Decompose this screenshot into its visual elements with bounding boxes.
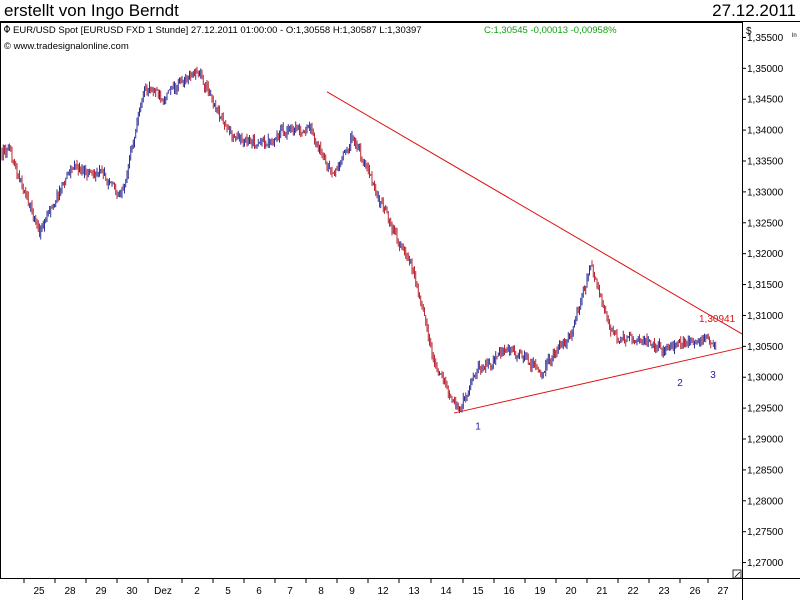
y-tick-label: 1,29500 [747, 404, 784, 415]
chart-author-title: erstellt von Ingo Berndt [4, 1, 179, 20]
chart-date: 27.12.2011 [712, 1, 796, 20]
time-axis: 25 28 29 30 Dez 2 5 6 7 8 9 12 13 14 15 16 19 20 21 22 23 26 2… [23, 578, 729, 597]
x-tick-label: 8 [318, 586, 324, 597]
title-bar: erstellt von Ingo Berndt 27.12.2011 [0, 0, 800, 22]
price-axis: 1,35500 1,35000 1,34500 1,34000 1,33500 1,330… [742, 33, 784, 569]
x-tick-label: 13 [408, 586, 420, 597]
upper-trendline[interactable] [326, 91, 743, 335]
y-tick-label: 1,30000 [747, 373, 784, 384]
wave-count-label: 3 [710, 370, 716, 381]
x-tick-label: 6 [256, 586, 262, 597]
y-tick-label: 1,29000 [747, 435, 784, 446]
x-tick-label: 5 [225, 586, 231, 597]
change-label: C:1,30545 -0,00013 -0,00958% [484, 25, 617, 36]
y-tick-label: 1,31500 [747, 280, 784, 291]
instrument-info: EUR/USD Spot [EURUSD FXD 1 Stunde] 27.12… [4, 25, 617, 52]
x-tick-label: 20 [565, 586, 577, 597]
x-tick-label: 22 [627, 586, 639, 597]
y-tick-label: 1,33500 [747, 157, 784, 168]
price-chart[interactable]: EUR/USD Spot [EURUSD FXD 1 Stunde] 27.12… [0, 22, 800, 600]
x-tick-label: 16 [503, 586, 515, 597]
y-tick-label: 1,34500 [747, 95, 784, 106]
annotations: 1,30941 1 2 3 [475, 314, 735, 432]
x-tick-label: 2 [194, 586, 200, 597]
candlestick-series [1, 66, 717, 414]
x-tick-label: Dez [154, 586, 172, 597]
scroll-corner-button[interactable] [732, 569, 742, 579]
x-tick-label: 28 [64, 586, 76, 597]
x-tick-label: 7 [287, 586, 293, 597]
price-marker-label: 1,30941 [699, 314, 736, 325]
resize-icon [734, 571, 741, 578]
x-tick-label: 21 [596, 586, 608, 597]
x-tick-label: 27 [717, 586, 729, 597]
x-tick-label: 19 [534, 586, 546, 597]
wave-count-label: 1 [475, 421, 481, 432]
x-tick-label: 26 [689, 586, 701, 597]
y-tick-label: 1,35000 [747, 64, 784, 75]
y-tick-label: 1,31000 [747, 311, 784, 322]
axis-corner-mark: ln [792, 33, 797, 39]
x-tick-label: 23 [658, 586, 670, 597]
x-tick-label: 15 [472, 586, 484, 597]
y-tick-label: 1,33000 [747, 187, 784, 198]
x-tick-label: 25 [33, 586, 45, 597]
plot-frame [0, 22, 743, 579]
x-tick-label: 30 [126, 586, 138, 597]
lower-trendline[interactable] [453, 347, 743, 414]
y-tick-label: 1,34000 [747, 126, 784, 137]
copyright-label: © www.tradesignalonline.com [4, 41, 129, 52]
x-tick-label: 9 [349, 586, 355, 597]
x-tick-label: 29 [95, 586, 107, 597]
y-tick-label: 1,30500 [747, 342, 784, 353]
y-tick-label: 1,27000 [747, 558, 784, 569]
instrument-label: EUR/USD Spot [EURUSD FXD 1 Stunde] 27.12… [13, 25, 422, 36]
y-tick-label: 1,28000 [747, 496, 784, 507]
trendlines [326, 91, 743, 414]
y-tick-label: 1,27500 [747, 527, 784, 538]
currency-symbol: $ [746, 26, 752, 37]
x-tick-label: 12 [377, 586, 389, 597]
y-tick-label: 1,35500 [747, 33, 784, 44]
y-tick-label: 1,32500 [747, 218, 784, 229]
x-tick-label: 14 [440, 586, 452, 597]
y-tick-label: 1,28500 [747, 465, 784, 476]
wave-count-label: 2 [677, 378, 683, 389]
y-tick-label: 1,32000 [747, 249, 784, 260]
